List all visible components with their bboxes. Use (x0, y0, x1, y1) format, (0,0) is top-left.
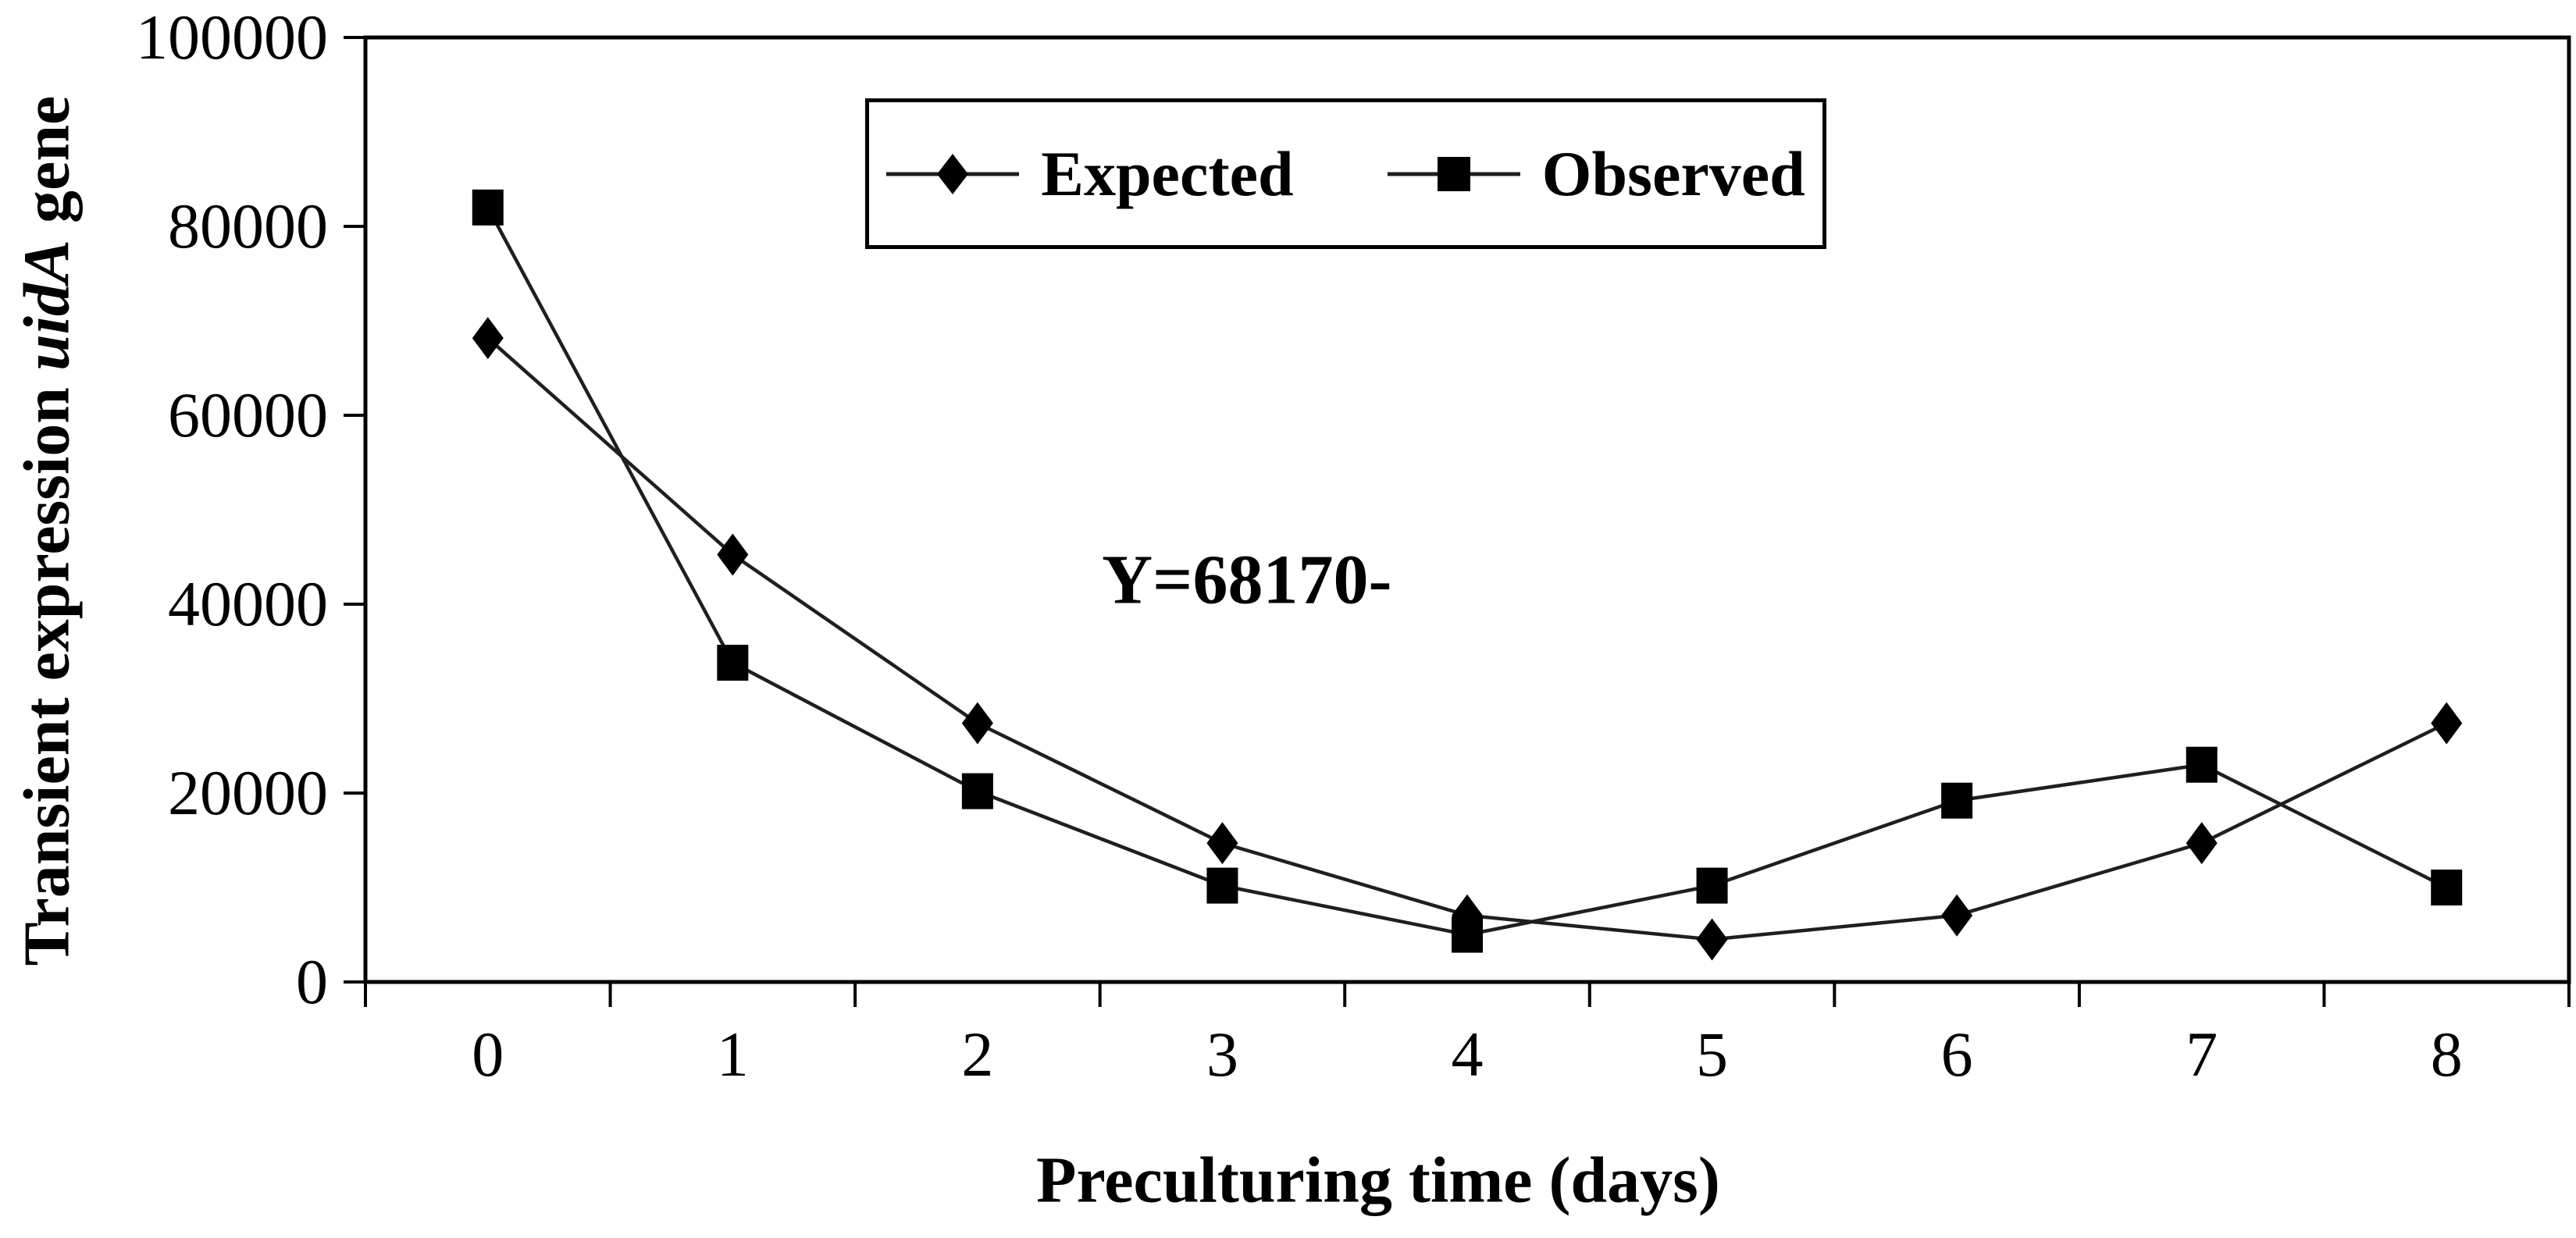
expected-diamond-marker (472, 317, 504, 360)
y-tick-label: 20000 (168, 757, 328, 828)
x-tick-label: 1 (716, 1019, 749, 1090)
observed-square-marker (1452, 916, 1483, 953)
expected-diamond-marker (2431, 702, 2463, 745)
legend-box: Expected Observed (865, 98, 1826, 249)
legend-label-expected: Expected (1041, 137, 1294, 209)
expected-diamond-marker (1696, 918, 1728, 961)
x-tick-label: 4 (1451, 1019, 1484, 1090)
observed-square-marker (1206, 867, 1238, 904)
x-tick-label: 7 (2186, 1019, 2218, 1090)
x-tick-label: 6 (1940, 1019, 1973, 1090)
expected-diamond-marker (717, 533, 749, 576)
x-tick-label: 2 (961, 1019, 994, 1090)
x-tick-label: 5 (1696, 1019, 1729, 1090)
legend-entry-expected: Expected (886, 137, 1294, 209)
legend-label-observed: Observed (1541, 137, 1805, 209)
observed-series-line (486, 206, 2448, 937)
expected-diamond-marker (2186, 822, 2218, 865)
y-tick-label: 60000 (168, 379, 328, 450)
observed-square-marker (961, 773, 993, 809)
y-tick-label: 100000 (136, 2, 328, 73)
plot-area-border (363, 35, 2571, 984)
y-axis-title: Transient expression uidA gene (9, 96, 85, 966)
y-tick-label: 0 (296, 946, 328, 1017)
observed-square-marker (472, 189, 504, 226)
observed-square-marker (717, 645, 749, 681)
expected-diamond-marker (961, 702, 993, 745)
diamond-marker-icon (886, 153, 1020, 194)
y-axis-title-suffix: gene (10, 95, 84, 240)
observed-square-marker (1941, 782, 1973, 819)
y-tick-label: 40000 (168, 568, 328, 639)
expected-diamond-marker (1941, 894, 1973, 937)
x-tick-label: 3 (1206, 1019, 1238, 1090)
x-axis-title: Preculturing time (days) (1036, 1144, 1720, 1217)
expected-series-line (486, 336, 2448, 941)
observed-square-marker (2186, 746, 2218, 783)
y-axis-title-prefix: Transient expression (10, 371, 84, 966)
square-marker-icon (1387, 156, 1520, 191)
y-tick-label: 80000 (168, 190, 328, 261)
expected-diamond-marker (1206, 822, 1238, 865)
observed-square-marker (1696, 867, 1728, 904)
legend-entry-observed: Observed (1387, 137, 1805, 209)
y-axis-title-gene-name: uidA (10, 239, 84, 372)
observed-square-marker (2431, 870, 2463, 905)
x-tick-label: 0 (472, 1019, 504, 1090)
regression-equation-annotation: Y=68170- (1102, 541, 1392, 619)
x-tick-label: 8 (2430, 1019, 2463, 1090)
